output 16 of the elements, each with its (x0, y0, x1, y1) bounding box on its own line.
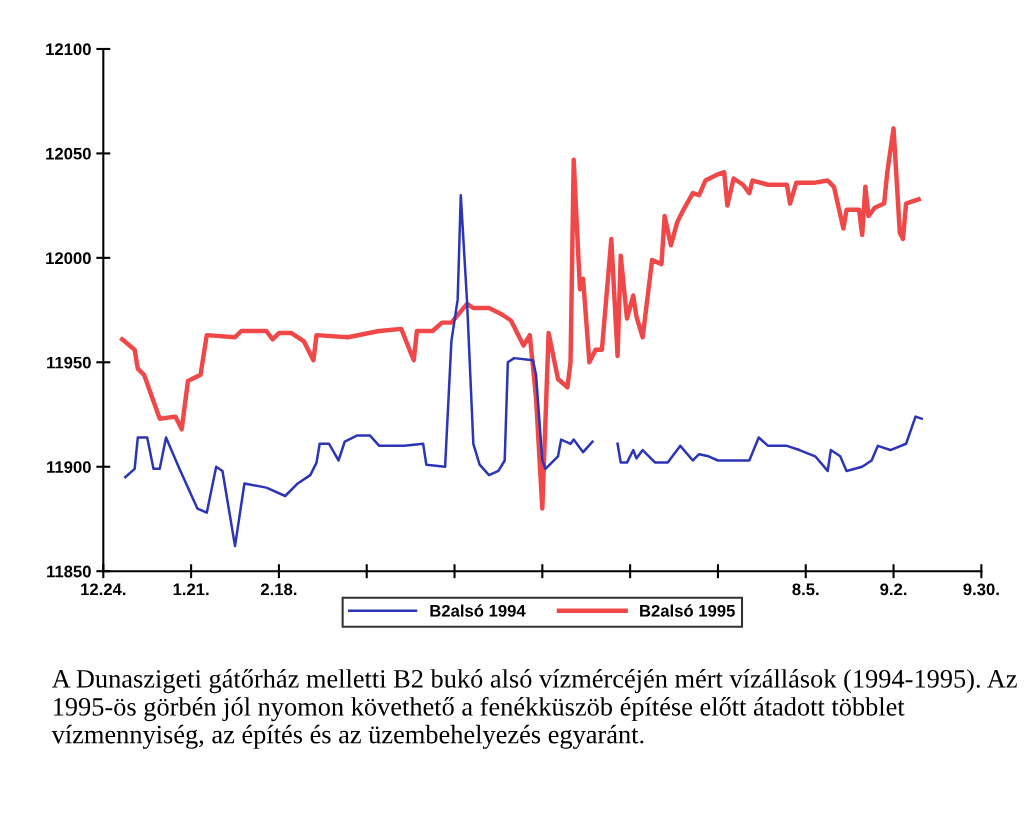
legend-label: B2alsó 1995 (640, 604, 735, 617)
text: A Dunaszigeti gátőrház melletti B2 bukó alsó vízmércéjén mért vízállások (1994-1995). Az 1995-ös görbén jól nyomon követhető a fenékküszöb építése előtt átadott többlet vízmennyiség, az építés és az üzembehelyezés egyaránt. (51, 669, 1017, 749)
y-tick-label: 12000 (46, 252, 91, 265)
y-tick-label: 11900 (47, 461, 91, 473)
x-tick-label: 1.21. (173, 583, 209, 596)
y-tick-label: 11950 (47, 356, 91, 369)
y-tick-label: 12100 (46, 43, 91, 56)
x-tick-label: 2.18. (260, 583, 297, 596)
y-tick-label: 11850 (47, 565, 91, 578)
x-tick-label: 9.30. (963, 583, 999, 596)
x-tick-label: 9.2. (880, 583, 907, 596)
legend-label: B2alsó 1994 (430, 604, 526, 617)
y-tick-label: 12050 (46, 147, 91, 160)
x-tick-label: 12.24. (81, 583, 126, 596)
line-series (119, 126, 921, 511)
x-tick-label: 8.5. (792, 583, 819, 596)
